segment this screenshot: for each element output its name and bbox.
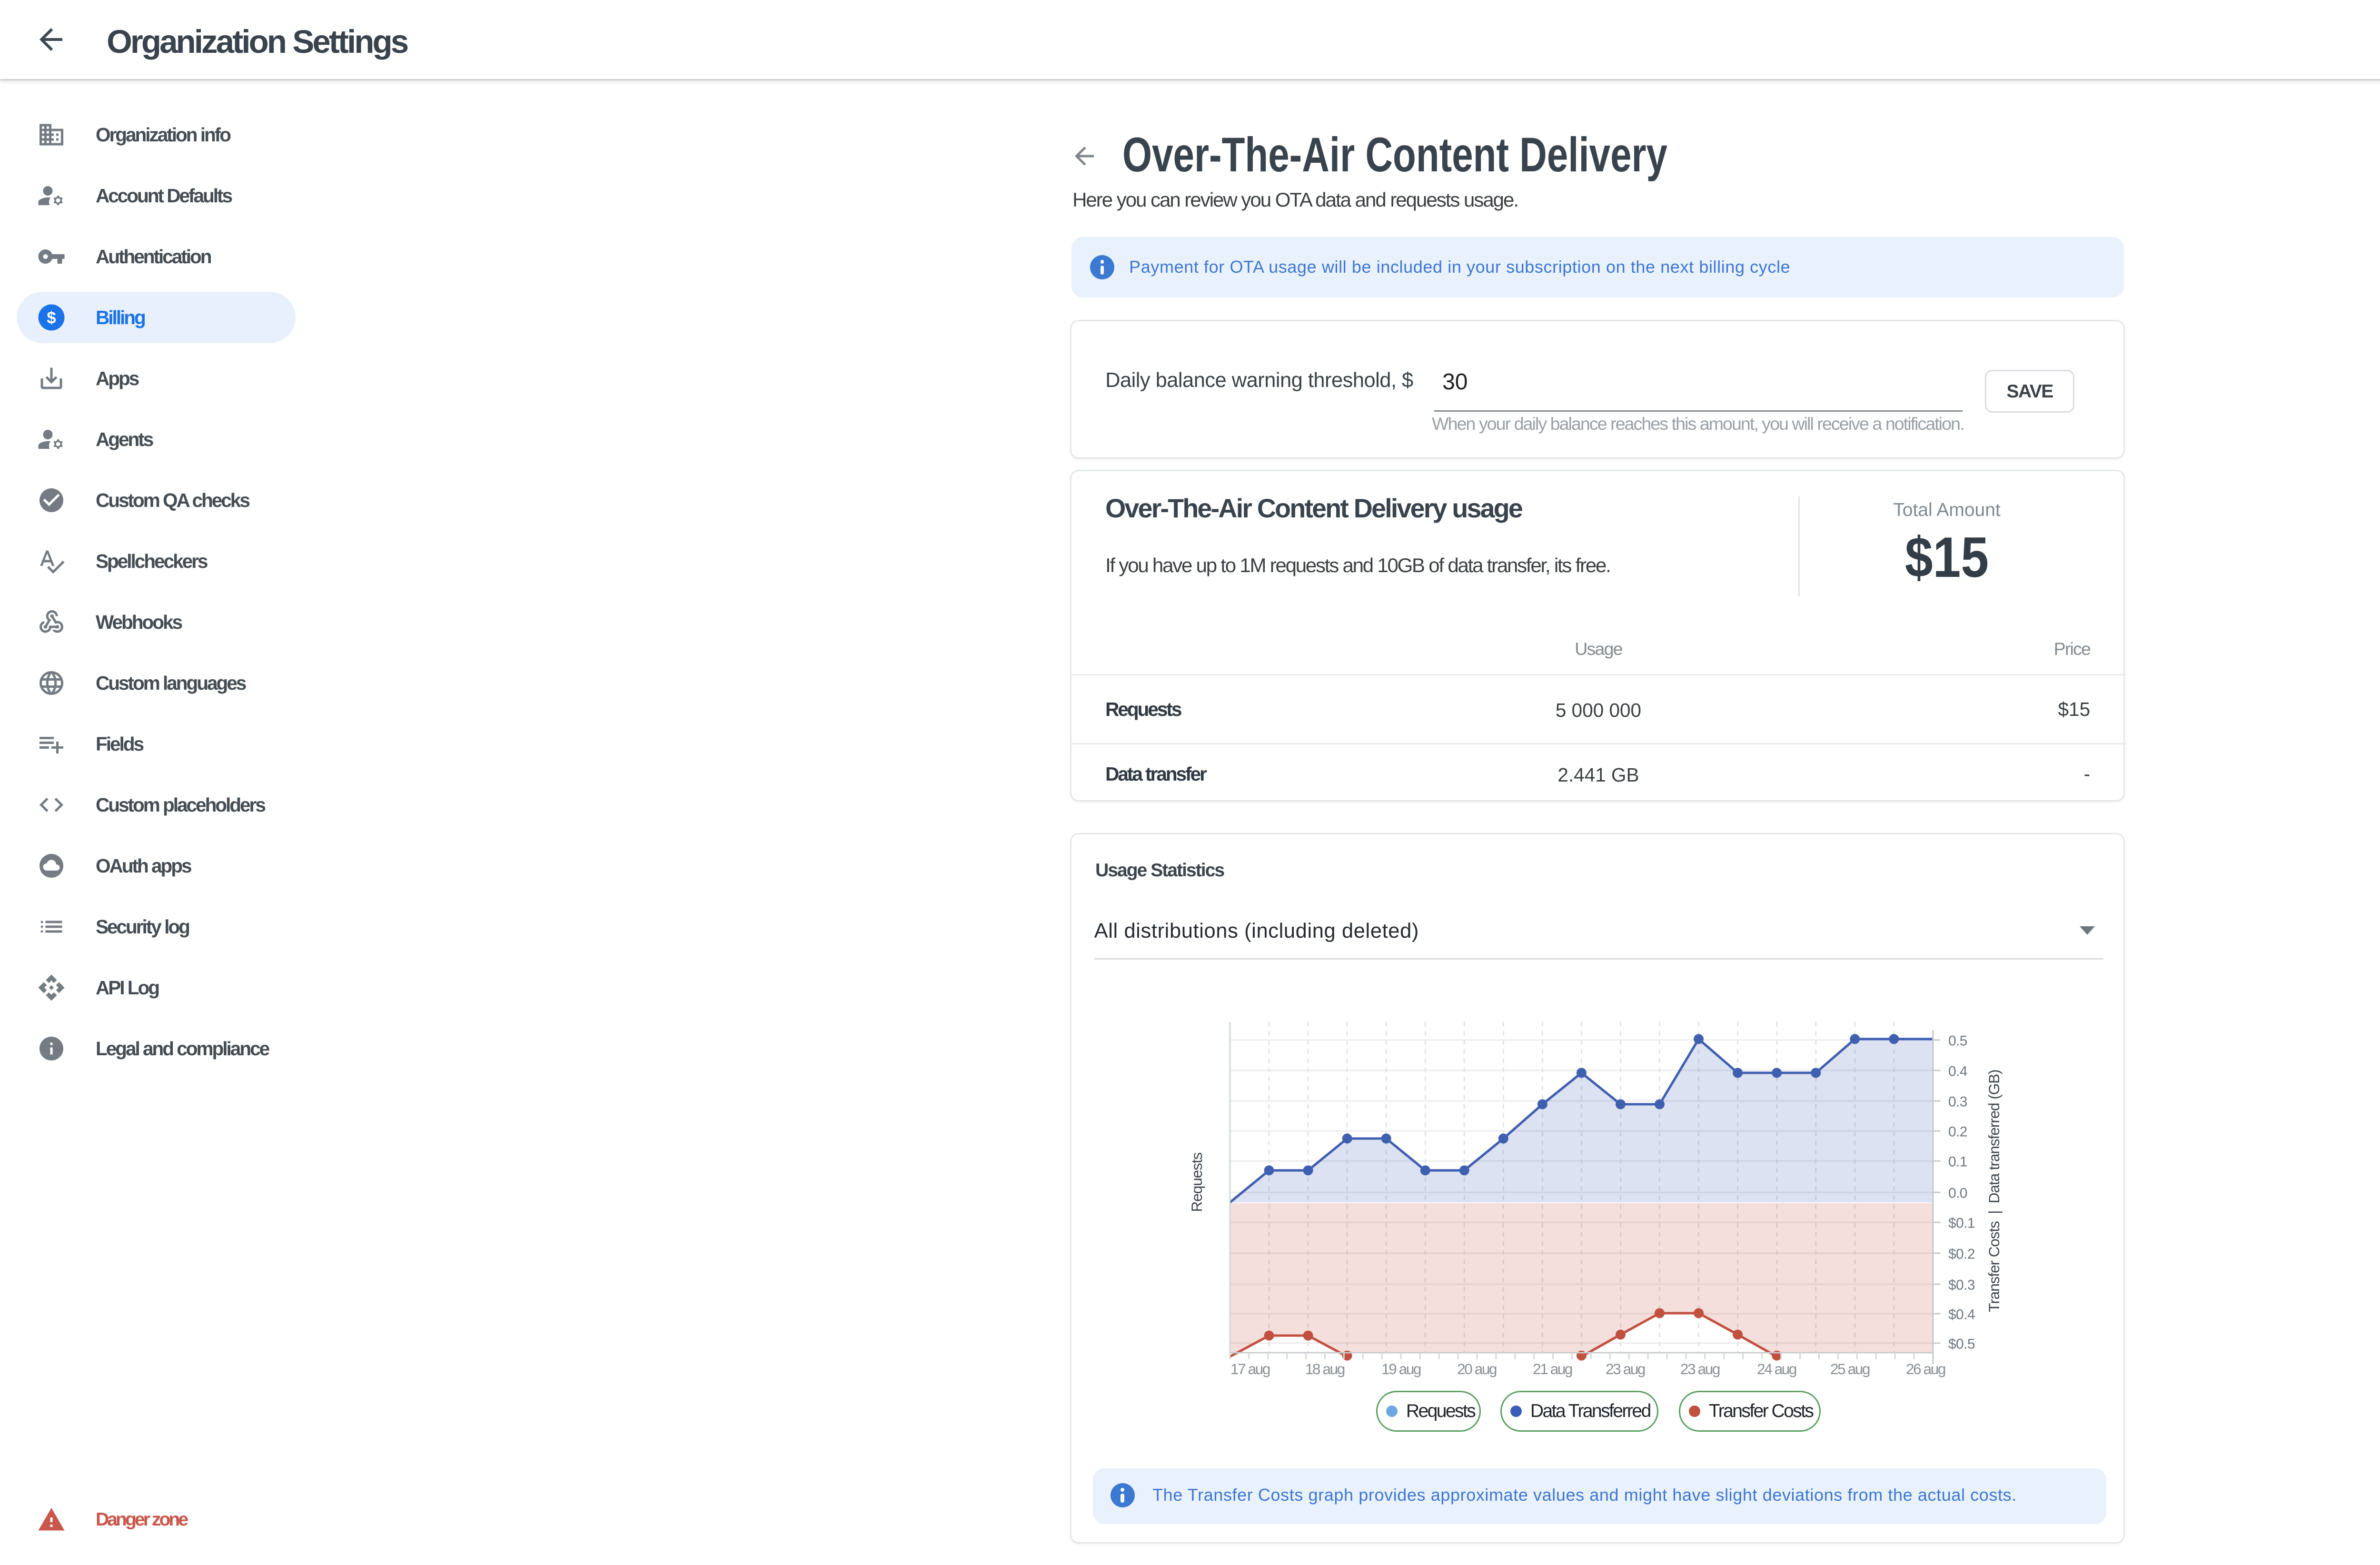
svg-text:$0.3: $0.3 <box>1948 1277 1975 1293</box>
svg-text:20 aug: 20 aug <box>1457 1360 1497 1377</box>
svg-text:0.1: 0.1 <box>1948 1154 1967 1169</box>
svg-text:$0.5: $0.5 <box>1948 1336 1975 1352</box>
svg-text:25 aug: 25 aug <box>1830 1360 1870 1377</box>
svg-text:21 aug: 21 aug <box>1533 1360 1572 1377</box>
svg-text:$0.4: $0.4 <box>1948 1307 1975 1322</box>
svg-text:0.4: 0.4 <box>1948 1063 1967 1079</box>
svg-text:Requests: Requests <box>1188 1152 1205 1212</box>
svg-text:19 aug: 19 aug <box>1381 1360 1421 1377</box>
svg-text:$: $ <box>47 308 56 327</box>
svg-text:Transfer Costs | Data transf: Transfer Costs | Data transferred (GB) <box>1985 1070 2003 1312</box>
svg-text:0.0: 0.0 <box>1948 1185 1967 1201</box>
svg-text:0.3: 0.3 <box>1948 1094 1967 1109</box>
svg-text:18 aug: 18 aug <box>1305 1360 1345 1377</box>
svg-text:17 aug: 17 aug <box>1230 1360 1270 1377</box>
svg-text:24 aug: 24 aug <box>1757 1360 1796 1377</box>
svg-text:23 aug: 23 aug <box>1606 1360 1645 1377</box>
svg-text:23 aug: 23 aug <box>1680 1360 1720 1377</box>
svg-text:0.5: 0.5 <box>1948 1033 1967 1049</box>
svg-text:0.2: 0.2 <box>1948 1124 1967 1139</box>
svg-text:$0.1: $0.1 <box>1948 1215 1975 1231</box>
svg-text:$0.2: $0.2 <box>1948 1246 1975 1262</box>
svg-text:26 aug: 26 aug <box>1906 1360 1945 1377</box>
